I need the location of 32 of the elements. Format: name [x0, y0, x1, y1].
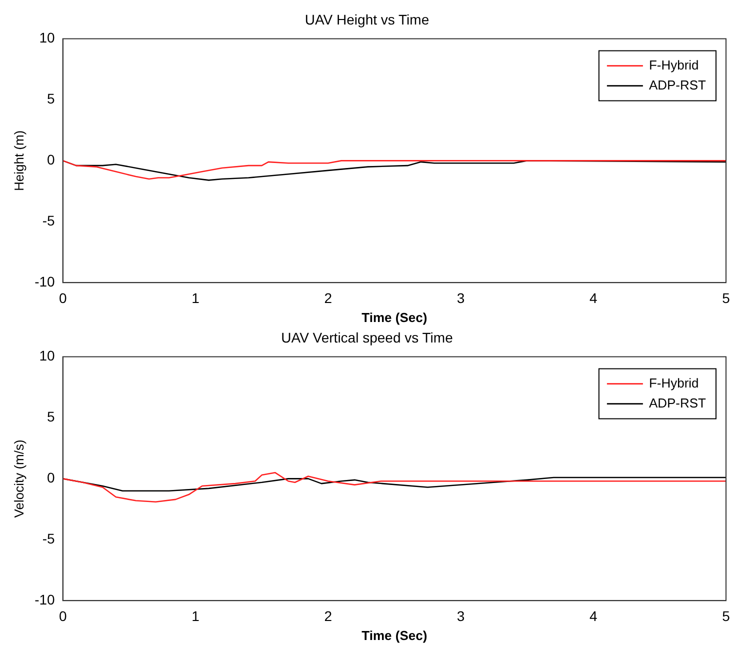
x-tick-label: 1	[192, 608, 200, 624]
x-tick-label: 1	[192, 290, 200, 306]
y-tick-label: 5	[47, 408, 56, 425]
legend-label: ADP-RST	[648, 395, 706, 410]
x-tick-label: 3	[456, 608, 465, 624]
y-axis-title: Height (m)	[11, 130, 26, 192]
y-axis-title: Velocity (m/s)	[11, 440, 26, 518]
x-tick-label: 0	[58, 290, 67, 306]
x-tick-label: 5	[722, 290, 730, 306]
chart-title: UAV Vertical speed vs Time	[281, 329, 454, 346]
x-tick-label: 3	[456, 290, 465, 306]
x-axis-title: Time (Sec)	[362, 628, 428, 643]
legend-label: ADP-RST	[648, 77, 706, 92]
legend-label: F-Hybrid	[648, 375, 699, 390]
x-tick-label: 4	[589, 290, 598, 306]
x-tick-label: 4	[589, 608, 598, 624]
chart-title: UAV Height vs Time	[304, 11, 430, 28]
y-tick-label: -10	[34, 273, 56, 290]
y-tick-label: 10	[39, 30, 56, 46]
y-tick-label: 0	[47, 470, 56, 486]
y-tick-label: -10	[34, 591, 56, 608]
y-tick-label: 0	[47, 152, 56, 168]
x-tick-label: 5	[722, 608, 730, 624]
legend-label: F-Hybrid	[648, 57, 699, 72]
x-tick-label: 2	[324, 290, 332, 306]
x-tick-label: 0	[58, 608, 67, 624]
y-tick-label: -5	[42, 212, 56, 229]
y-tick-label: 5	[47, 90, 56, 107]
x-axis-title: Time (Sec)	[362, 310, 428, 325]
y-tick-label: -5	[42, 530, 56, 547]
x-tick-label: 2	[324, 608, 332, 624]
y-tick-label: 10	[39, 348, 56, 364]
